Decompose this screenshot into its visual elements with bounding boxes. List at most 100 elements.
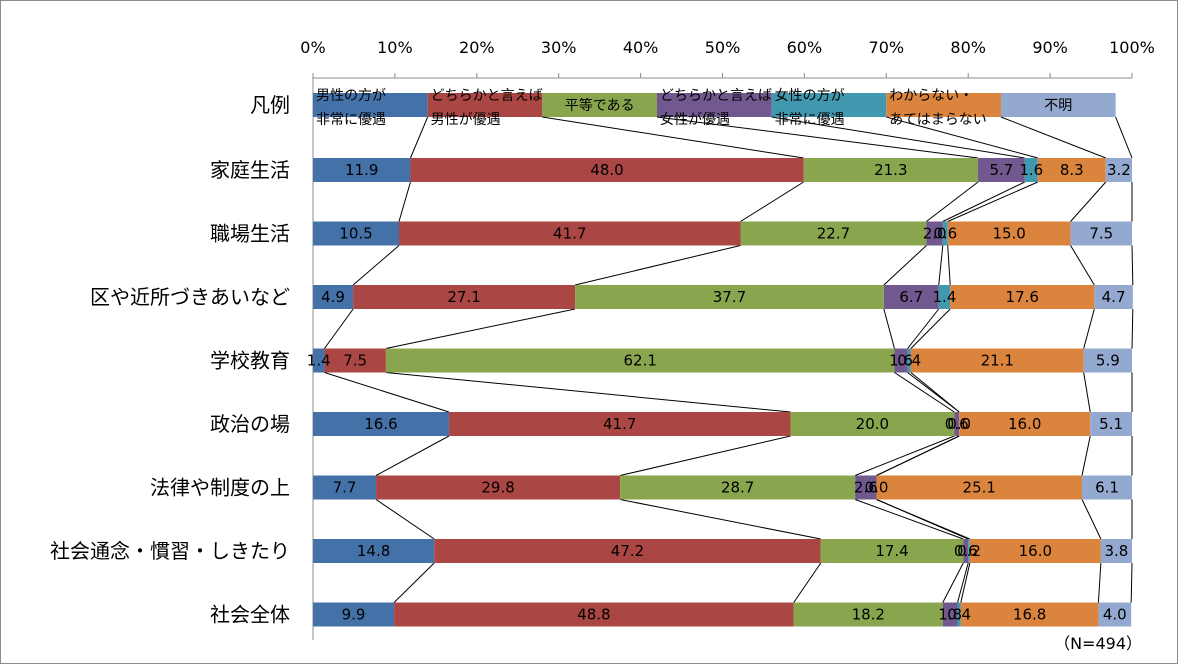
x-tick-label: 90% xyxy=(1032,38,1068,57)
data-label: 4.7 xyxy=(1102,288,1126,306)
bar-segment xyxy=(740,221,927,246)
series-connector-line xyxy=(876,499,971,540)
data-label: 7.5 xyxy=(343,352,367,370)
series-connector-line xyxy=(1130,562,1133,603)
category-label: 法律や制度の上 xyxy=(150,476,290,500)
bar-segment xyxy=(963,539,969,563)
legend-swatch xyxy=(313,93,428,117)
bar-segment xyxy=(1105,158,1132,182)
x-tick-label: 0% xyxy=(300,38,325,57)
bar-segment xyxy=(803,158,979,182)
series-connector-line xyxy=(1115,116,1133,159)
x-tick-label: 20% xyxy=(459,38,495,57)
data-label: 18.2 xyxy=(852,606,885,624)
legend-label-line1: 女性の方が xyxy=(775,87,845,104)
data-label: 0.4 xyxy=(947,606,971,624)
data-label: 16.0 xyxy=(1019,542,1052,560)
data-label: 0.6 xyxy=(954,542,978,560)
legend-swatch xyxy=(656,93,772,117)
data-label: 0.2 xyxy=(957,542,981,560)
series-connector-line xyxy=(324,372,450,413)
data-label: 21.1 xyxy=(981,352,1014,370)
series-connector-line xyxy=(886,116,1038,159)
data-label: 22.7 xyxy=(817,225,850,243)
bar-segment xyxy=(1070,221,1132,246)
bar-segment xyxy=(978,158,1025,182)
legend-label-line2: あてはまらない xyxy=(889,112,986,128)
series-connector-line xyxy=(1097,562,1102,603)
bar-segment xyxy=(313,602,395,627)
legend-label: 平等である xyxy=(565,97,635,114)
series-connector-line xyxy=(409,116,429,159)
bar-segment xyxy=(313,539,435,563)
data-label: 4.0 xyxy=(1103,606,1127,624)
series-connector-line xyxy=(352,245,400,286)
data-label: 2.0 xyxy=(923,225,947,243)
data-label: 17.6 xyxy=(1006,288,1039,306)
bar-segment xyxy=(942,221,948,246)
data-label: 29.8 xyxy=(481,479,514,497)
data-label: 9.9 xyxy=(342,606,366,624)
bar-segment xyxy=(894,348,908,373)
legend-label-line2: 非常に優遇 xyxy=(775,112,845,128)
bar-segment xyxy=(947,221,1071,246)
sample-size-note: （N=494） xyxy=(1054,634,1142,653)
series-connector-line xyxy=(740,181,804,222)
data-label: 5.1 xyxy=(1099,415,1123,433)
bar-segment xyxy=(883,285,939,309)
bar-segment xyxy=(313,475,377,500)
bar-segment xyxy=(968,539,970,563)
data-label: 10.5 xyxy=(339,225,372,243)
series-connector-line xyxy=(793,562,822,603)
series-connector-line xyxy=(324,308,354,349)
bar-segment xyxy=(1024,158,1038,182)
data-label: 41.7 xyxy=(603,415,636,433)
bar-segment xyxy=(907,348,911,373)
data-label: 7.7 xyxy=(333,479,357,497)
series-connector-line xyxy=(1131,308,1134,349)
data-label: 0.6 xyxy=(933,225,957,243)
bar-segment xyxy=(394,602,794,627)
data-label: 1.4 xyxy=(307,352,331,370)
series-connector-line xyxy=(574,245,741,286)
bar-segment xyxy=(855,475,877,500)
series-connector-line xyxy=(855,499,964,540)
category-label: 職場生活 xyxy=(210,222,290,246)
bar-segment xyxy=(313,285,354,309)
legend-label-line1: どちらかと言えば xyxy=(431,88,543,104)
bar-segment xyxy=(1100,539,1132,563)
series-connector-line xyxy=(910,372,960,413)
bar-segment xyxy=(324,348,386,373)
bar-segment xyxy=(1098,602,1132,627)
legend-swatch xyxy=(542,93,657,117)
category-label: 社会全体 xyxy=(210,603,290,627)
x-tick-label: 80% xyxy=(950,38,986,57)
legend-row-label: 凡例 xyxy=(250,93,290,117)
bar-segment xyxy=(1083,348,1132,373)
series-connector-line xyxy=(393,562,435,603)
data-label: 37.7 xyxy=(713,288,746,306)
series-connector-line xyxy=(385,372,791,413)
bar-segment xyxy=(959,412,1091,436)
bar-segment xyxy=(950,285,1095,309)
data-label: 41.7 xyxy=(553,225,586,243)
data-label: 1.8 xyxy=(938,606,962,624)
bar-segment xyxy=(448,412,791,436)
series-connector-line xyxy=(542,116,804,159)
bar-segment xyxy=(790,412,955,436)
bar-segment xyxy=(1037,158,1106,182)
series-connector-line xyxy=(942,181,1025,222)
series-connector-line xyxy=(1070,181,1107,222)
legend-label-line1: わからない・ xyxy=(889,88,973,104)
x-tick-label: 30% xyxy=(541,38,577,57)
series-connector-line xyxy=(957,562,969,603)
bar-segment xyxy=(313,221,399,246)
data-label: 2.6 xyxy=(854,479,878,497)
bar-segment xyxy=(575,285,884,309)
series-connector-line xyxy=(620,499,821,540)
bar-segment xyxy=(313,348,325,373)
legend-swatch xyxy=(771,93,887,117)
data-label: 0.6 xyxy=(945,415,969,433)
bar-segment xyxy=(313,412,449,436)
data-label: 62.1 xyxy=(623,352,656,370)
